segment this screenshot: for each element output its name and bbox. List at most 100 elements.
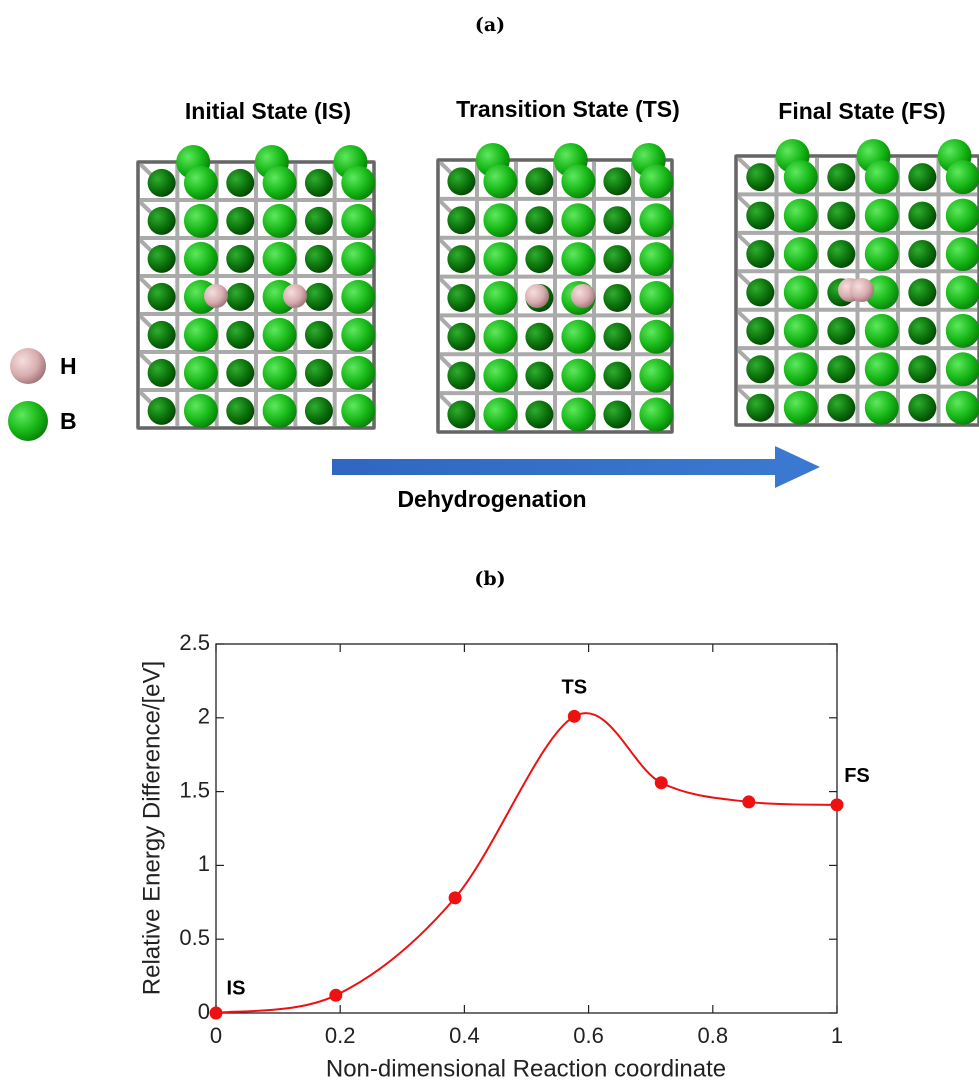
x-tick-label: 0 xyxy=(210,1023,222,1048)
point xyxy=(742,795,755,808)
point xyxy=(329,989,342,1002)
atom-b xyxy=(784,391,818,425)
atom-b xyxy=(865,160,899,194)
atom-b xyxy=(639,281,673,315)
atom-b xyxy=(341,394,375,428)
atom-b xyxy=(226,397,254,425)
atom-b xyxy=(865,237,899,271)
legend-swatch xyxy=(8,401,48,441)
figure: (a) Initial State (IS) Transition State … xyxy=(0,0,979,1084)
atom-b xyxy=(305,245,333,273)
atom-b xyxy=(226,283,254,311)
atom-b xyxy=(341,204,375,238)
atom-b xyxy=(184,356,218,390)
atom-b xyxy=(639,242,673,276)
atom-b xyxy=(746,163,774,191)
atom-b xyxy=(865,352,899,386)
atom-b xyxy=(148,169,176,197)
panel-label: (a) xyxy=(475,14,505,36)
atom-b xyxy=(148,283,176,311)
atom-b xyxy=(639,164,673,198)
atom-b xyxy=(341,166,375,200)
atom-b xyxy=(447,284,475,312)
annotation: IS xyxy=(227,977,246,999)
plot-frame xyxy=(216,644,837,1013)
atom-b xyxy=(827,163,855,191)
atom-b xyxy=(226,169,254,197)
atom-b xyxy=(784,160,818,194)
atom-b xyxy=(263,242,297,276)
atom-b xyxy=(305,359,333,387)
atom-b xyxy=(784,352,818,386)
atom-b xyxy=(305,207,333,235)
state-title: Initial State (IS) xyxy=(185,98,351,124)
atom-b xyxy=(639,203,673,237)
atom-b xyxy=(908,163,936,191)
atom-b xyxy=(483,398,517,432)
atom-b xyxy=(561,320,595,354)
atom-b xyxy=(865,391,899,425)
atom-b xyxy=(148,207,176,235)
y-tick-label: 0 xyxy=(198,999,210,1024)
y-tick-label: 2.5 xyxy=(179,630,210,655)
atom-b xyxy=(263,166,297,200)
panel-label: (b) xyxy=(474,568,505,590)
atom-b xyxy=(341,280,375,314)
atom-b xyxy=(184,318,218,352)
atom-b xyxy=(305,397,333,425)
point xyxy=(655,776,668,789)
atom-b xyxy=(784,314,818,348)
point xyxy=(568,710,581,723)
atom-b xyxy=(908,278,936,306)
atom-b xyxy=(341,318,375,352)
atom-b xyxy=(263,318,297,352)
atom-b xyxy=(639,320,673,354)
atom-b xyxy=(561,359,595,393)
point xyxy=(210,1007,223,1020)
arrow-label: Dehydrogenation xyxy=(397,486,586,512)
atom-h xyxy=(283,284,307,308)
atom-h xyxy=(204,284,228,308)
atom-b xyxy=(447,323,475,351)
atom-b xyxy=(525,401,553,429)
atom-b xyxy=(908,355,936,383)
atom-b xyxy=(263,394,297,428)
atom-b xyxy=(746,202,774,230)
atom-h xyxy=(850,278,874,302)
atom-b xyxy=(746,278,774,306)
atom-b xyxy=(263,204,297,238)
atom-b xyxy=(639,398,673,432)
atom-b xyxy=(447,167,475,195)
atom-b xyxy=(603,167,631,195)
atom-b xyxy=(603,245,631,273)
x-tick-label: 0.8 xyxy=(698,1023,729,1048)
x-tick-label: 0.2 xyxy=(325,1023,356,1048)
atom-b xyxy=(483,359,517,393)
point xyxy=(449,891,462,904)
atom-b xyxy=(148,245,176,273)
atom-b xyxy=(827,202,855,230)
x-axis-label: Non-dimensional Reaction coordinate xyxy=(326,1055,726,1082)
atom-b xyxy=(784,199,818,233)
legend-swatch xyxy=(10,348,46,384)
atom-b xyxy=(827,355,855,383)
atom-b xyxy=(746,355,774,383)
arrow xyxy=(332,459,777,475)
annotation: FS xyxy=(844,765,870,787)
arrow-head xyxy=(775,446,820,488)
atom-b xyxy=(447,206,475,234)
atom-b xyxy=(603,362,631,390)
atom-b xyxy=(784,237,818,271)
state-title: Transition State (TS) xyxy=(456,96,680,122)
atom-b xyxy=(561,242,595,276)
atom-b xyxy=(639,359,673,393)
point xyxy=(831,798,844,811)
atom-b xyxy=(184,242,218,276)
atom-b xyxy=(908,202,936,230)
atom-b xyxy=(603,206,631,234)
atom-b xyxy=(946,199,979,233)
atom-b xyxy=(946,314,979,348)
x-tick-label: 1 xyxy=(831,1023,843,1048)
atom-b xyxy=(746,240,774,268)
atom-b xyxy=(603,401,631,429)
